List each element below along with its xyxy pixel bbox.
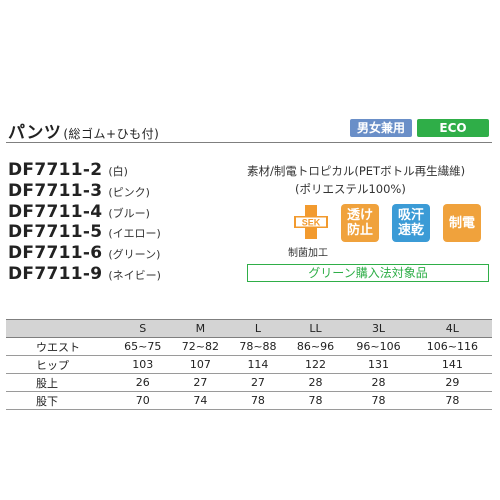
table-cell: 27 xyxy=(171,373,230,392)
table-header-cell: 3L xyxy=(344,319,413,338)
table-cell: 106~116 xyxy=(412,337,492,356)
sek-mark-icon: SEK xyxy=(294,205,328,239)
model-color: (ピンク) xyxy=(108,185,150,199)
row-label: ウエスト xyxy=(6,337,114,356)
table-cell: 28 xyxy=(286,373,345,392)
table-cell: 78~88 xyxy=(229,337,287,356)
list-item: DF7711-5 (イエロー) xyxy=(8,222,161,243)
table-cell: 107 xyxy=(171,355,230,374)
model-color: (ネイビー) xyxy=(108,268,161,282)
sek-mark-text: SEK xyxy=(302,217,321,227)
model-code: DF7711-9 xyxy=(8,263,103,284)
sweat-absorbent-quick-dry-badge: 吸汗速乾 xyxy=(392,204,430,242)
unisex-badge: 男女兼用 xyxy=(350,119,412,137)
model-code: DF7711-4 xyxy=(8,201,103,222)
table-header-row: S M L LL 3L 4L xyxy=(6,319,492,338)
table-cell: 27 xyxy=(229,373,287,392)
table-header-cell: 4L xyxy=(412,319,492,338)
table-header-cell xyxy=(6,319,114,338)
table-cell: 29 xyxy=(412,373,492,392)
table-row: ヒップ 103 107 114 122 131 141 xyxy=(6,355,492,374)
list-item: DF7711-4 (ブルー) xyxy=(8,202,161,223)
table-cell: 131 xyxy=(344,355,413,374)
table-cell: 78 xyxy=(229,391,287,410)
list-item: DF7711-2 (白) xyxy=(8,160,161,181)
model-color: (白) xyxy=(108,165,128,178)
table-cell: 70 xyxy=(114,391,172,410)
model-list: DF7711-2 (白) DF7711-3 (ピンク) DF7711-4 (ブルー) … xyxy=(8,160,161,285)
row-label: 股下 xyxy=(6,391,114,410)
model-color: (グリーン) xyxy=(108,248,161,262)
table-header-cell: S xyxy=(114,319,172,338)
sek-label: 制菌加工 xyxy=(288,248,328,259)
table-row: 股下 70 74 78 78 78 78 xyxy=(6,391,492,410)
table-cell: 78 xyxy=(286,391,345,410)
row-label: 股上 xyxy=(6,373,114,392)
table-cell: 65~75 xyxy=(114,337,172,356)
model-color: (イエロー) xyxy=(108,227,161,241)
model-color: (ブルー) xyxy=(108,206,150,220)
table-cell: 122 xyxy=(286,355,345,374)
table-cell: 72~82 xyxy=(171,337,230,356)
list-item: DF7711-9 (ネイビー) xyxy=(8,264,161,285)
table-cell: 96~106 xyxy=(344,337,413,356)
eco-badge: ECO xyxy=(417,119,489,137)
model-code: DF7711-3 xyxy=(8,180,103,201)
table-cell: 74 xyxy=(171,391,230,410)
green-purchase-label: グリーン購入法対象品 xyxy=(247,264,489,282)
product-name: パンツ xyxy=(8,123,62,143)
title-divider xyxy=(6,142,492,143)
model-code: DF7711-2 xyxy=(8,160,103,180)
product-subtitle: (総ゴム+ひも付) xyxy=(63,127,160,141)
material-line-1: 素材/制電トロピカル(PETボトル再生繊維) xyxy=(247,164,466,178)
model-code: DF7711-5 xyxy=(8,222,103,243)
table-cell: 26 xyxy=(114,373,172,392)
table-cell: 86~96 xyxy=(286,337,345,356)
list-item: DF7711-6 (グリーン) xyxy=(8,243,161,264)
table-cell: 114 xyxy=(229,355,287,374)
size-table: S M L LL 3L 4L ウエスト 65~75 72~82 78~88 86… xyxy=(6,319,492,410)
table-cell: 28 xyxy=(344,373,413,392)
row-label: ヒップ xyxy=(6,355,114,374)
see-through-prevention-badge: 透け防止 xyxy=(341,204,379,242)
material-info: 素材/制電トロピカル(PETボトル再生繊維) (ポリエステル100%) xyxy=(247,162,465,198)
table-header-cell: L xyxy=(229,319,287,338)
table-cell: 78 xyxy=(412,391,492,410)
product-title: パンツ (総ゴム+ひも付) xyxy=(8,118,159,143)
table-row: ウエスト 65~75 72~82 78~88 86~96 96~106 106~… xyxy=(6,337,492,356)
table-cell: 141 xyxy=(412,355,492,374)
model-code: DF7711-6 xyxy=(8,243,103,264)
table-row: 股上 26 27 27 28 28 29 xyxy=(6,373,492,392)
table-header-cell: M xyxy=(171,319,230,338)
material-line-2: (ポリエステル100%) xyxy=(295,182,406,196)
table-header-cell: LL xyxy=(286,319,345,338)
table-cell: 78 xyxy=(344,391,413,410)
table-cell: 103 xyxy=(114,355,172,374)
list-item: DF7711-3 (ピンク) xyxy=(8,181,161,202)
antistatic-badge: 制電 xyxy=(443,204,481,242)
